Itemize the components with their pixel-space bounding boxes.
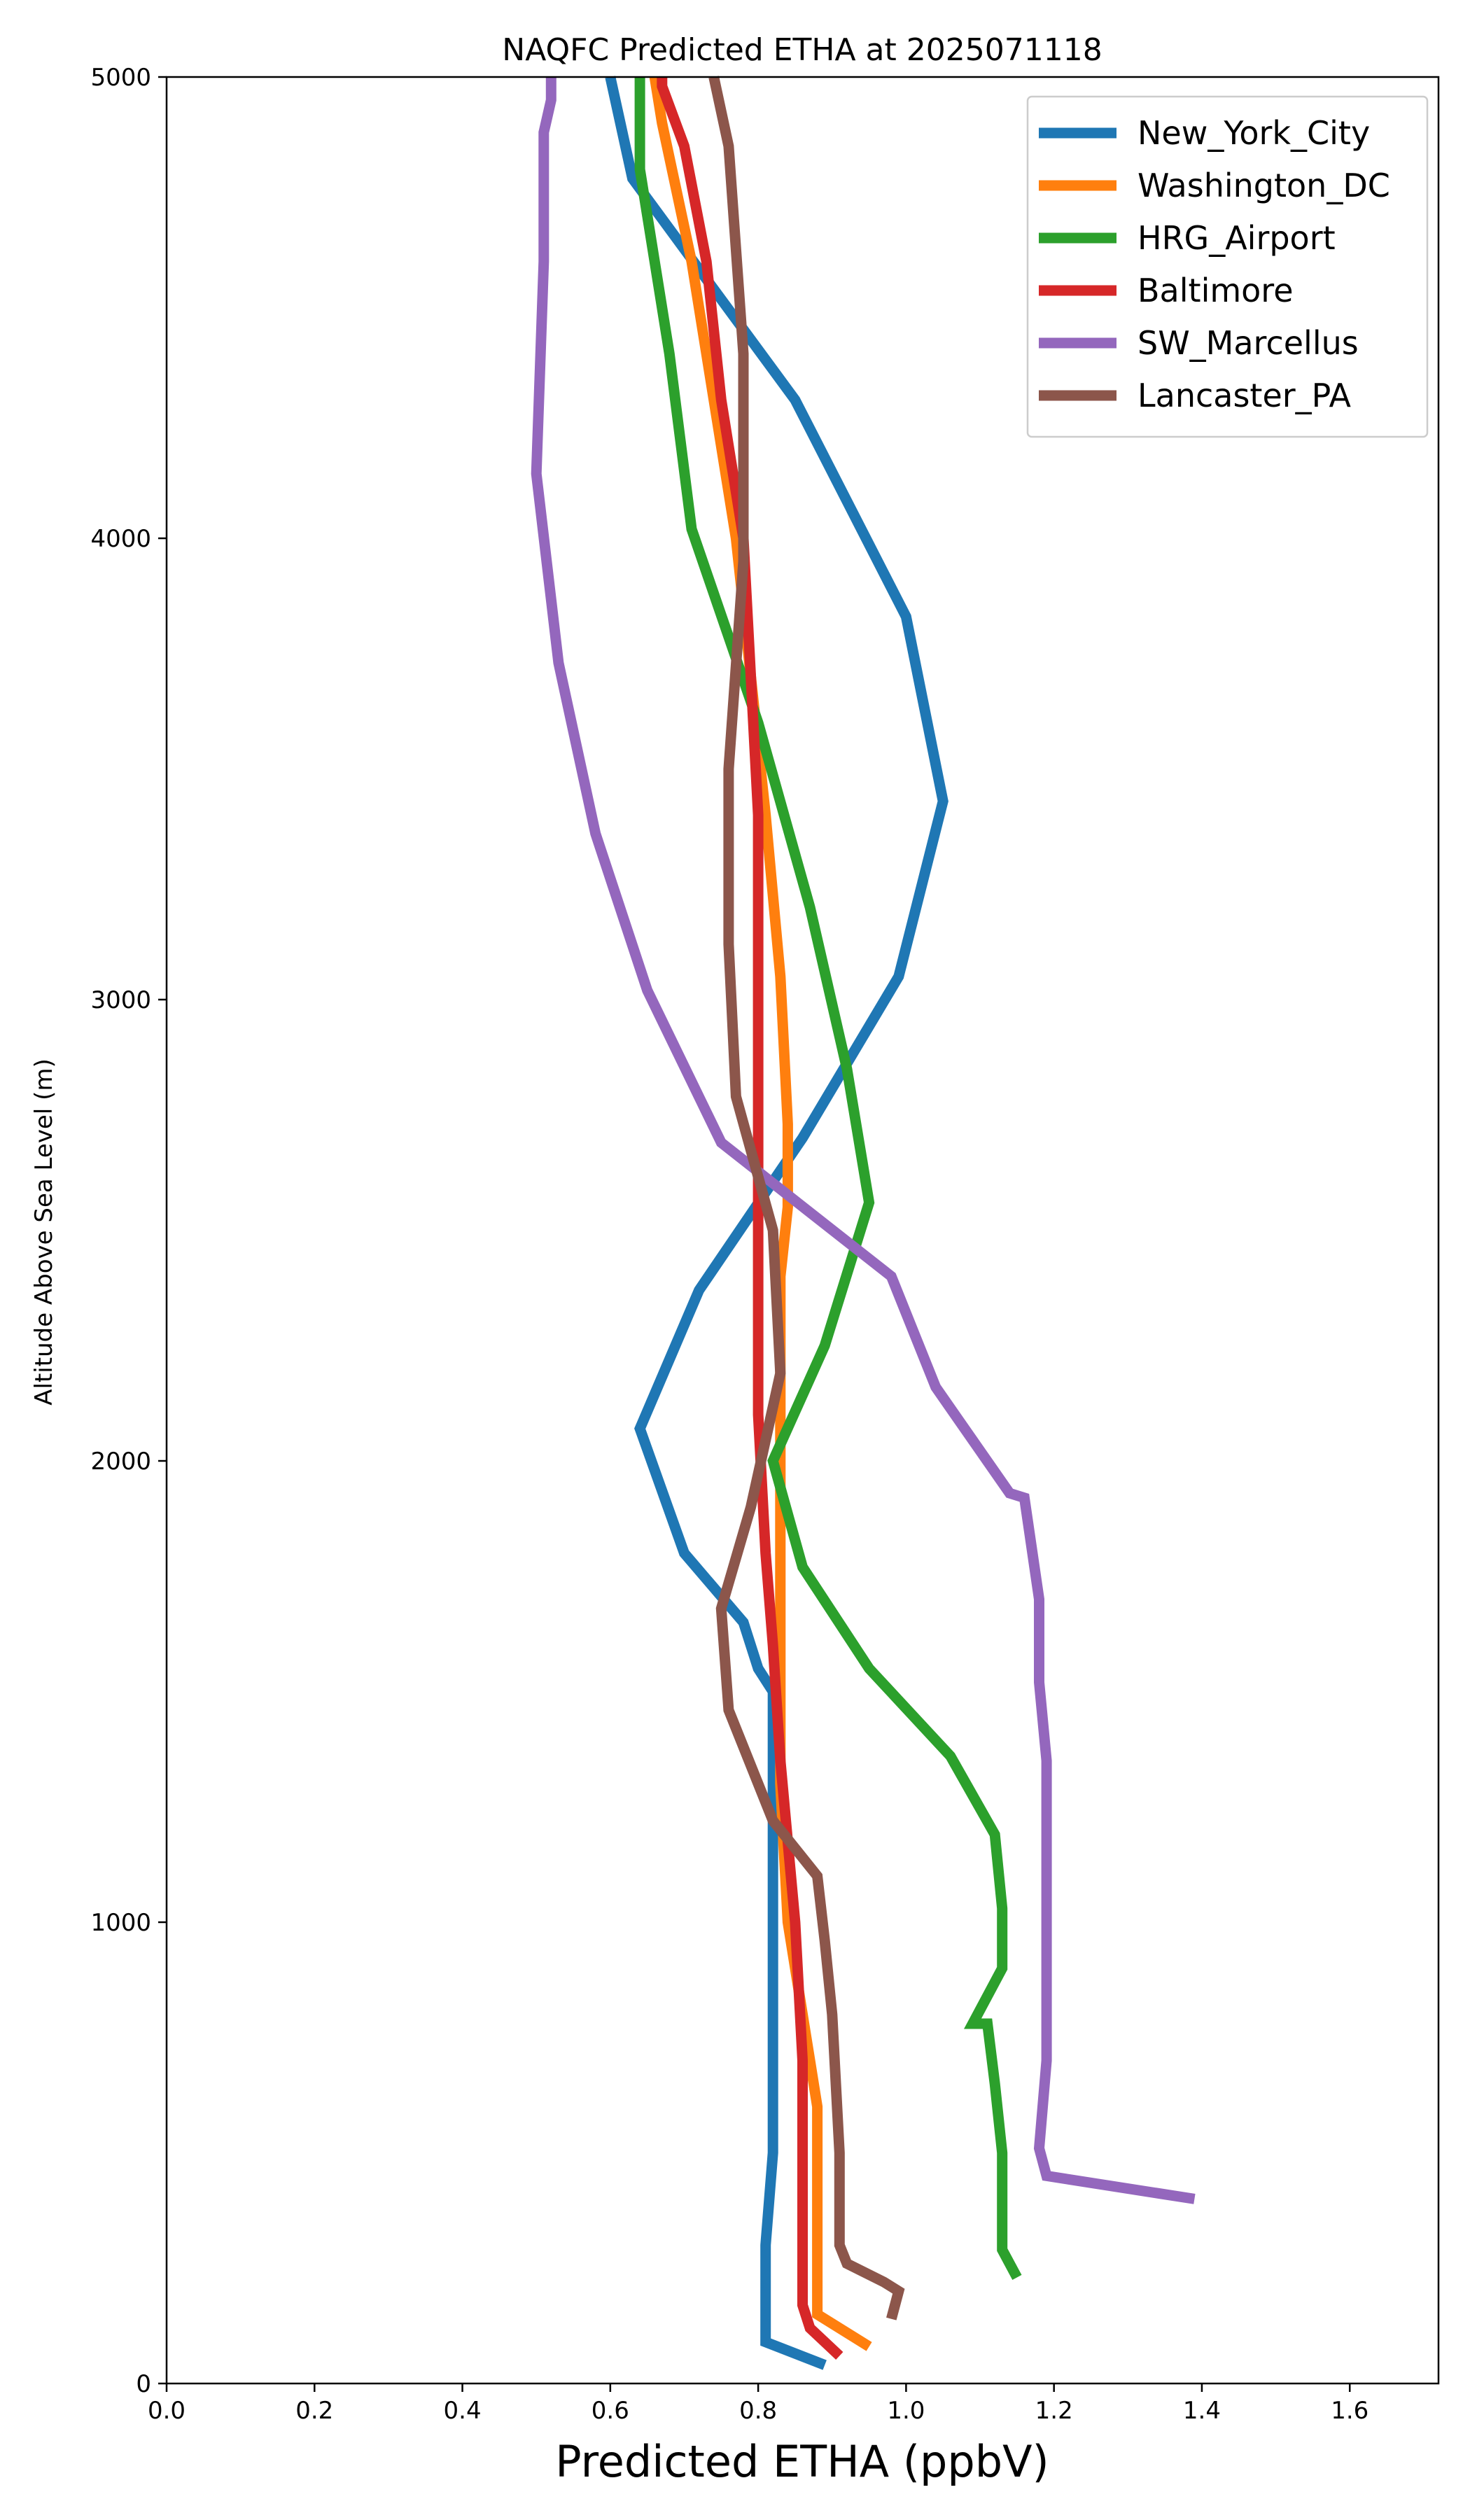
y-tick-label: 0 — [136, 2370, 151, 2398]
legend-label: HRG_Airport — [1138, 219, 1336, 257]
plot-frame — [165, 76, 1440, 2385]
series-line-hrg-airport — [634, 77, 1022, 2280]
legend: New_York_City Washington_DC HRG_Airport Bal… — [1026, 95, 1429, 438]
y-tick-label: 3000 — [90, 986, 151, 1014]
x-tick-label: 0.4 — [444, 2397, 482, 2425]
series-line-baltimore — [657, 77, 844, 2360]
x-tick-label: 0.8 — [739, 2397, 777, 2425]
series-layer — [531, 76, 1196, 2370]
y-tick-label: 2000 — [90, 1448, 151, 1476]
y-tick-label: 1000 — [90, 1909, 151, 1937]
y-tick-label: 4000 — [90, 525, 151, 553]
y-tick-label: 5000 — [90, 64, 151, 92]
legend-label: Baltimore — [1138, 272, 1294, 309]
series-line-new-york-city — [605, 76, 948, 2370]
legend-label: Lancaster_PA — [1138, 377, 1351, 414]
x-tick-label: 1.2 — [1035, 2397, 1073, 2425]
x-tick-label: 0.6 — [592, 2397, 629, 2425]
axes-layer: 0.0 0.2 0.4 0.6 0.8 1.0 1.2 1.4 1.6 0 1000 2000 3000… — [90, 64, 1440, 2425]
series-line-sw-marcellus — [531, 77, 1196, 2204]
legend-label: SW_Marcellus — [1138, 324, 1359, 362]
x-axis-title: Predicted ETHA (ppbV) — [555, 2436, 1049, 2487]
chart-title: NAQFC Predicted ETHA at 2025071118 — [502, 32, 1102, 68]
x-tick-label: 1.6 — [1331, 2397, 1368, 2425]
legend-label: New_York_City — [1138, 114, 1370, 152]
x-tick-label: 0.0 — [148, 2397, 186, 2425]
x-tick-label: 0.2 — [295, 2397, 333, 2425]
x-tick-label: 1.4 — [1183, 2397, 1221, 2425]
legend-box — [1026, 95, 1429, 438]
x-tick-label: 1.0 — [887, 2397, 925, 2425]
legend-label: Washington_DC — [1138, 167, 1390, 204]
series-line-lancaster-pa — [708, 76, 905, 2320]
y-axis-title: Altitude Above Sea Level (m) — [30, 1058, 58, 1406]
